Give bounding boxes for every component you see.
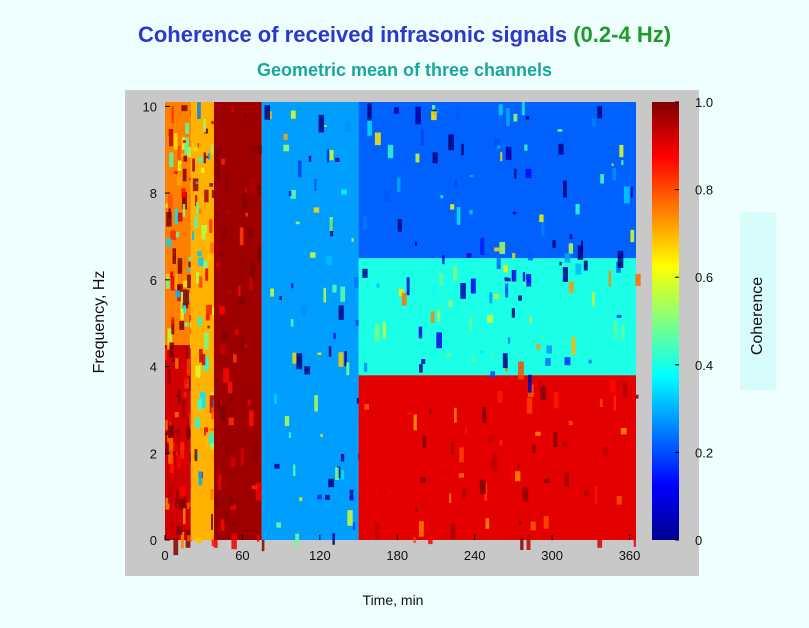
heatmap-cells <box>165 102 641 556</box>
x-axis-ticks: 0 60 120 180 240 300 360 <box>161 535 640 563</box>
y-tick-label-4: 4 <box>150 360 157 375</box>
colorbar-ticks: 0 0.2 0.4 0.6 0.8 1.0 <box>675 95 713 548</box>
heatmap-cell-3 <box>214 102 262 540</box>
colorbar-tick-label-5: 1.0 <box>695 95 713 110</box>
chart-title-main: Coherence of received infrasonic signals <box>137 22 574 47</box>
y-axis-label: Frequency, Hz <box>91 270 108 374</box>
colorbar-tick-label-3: 0.6 <box>695 270 713 285</box>
colorbar-label-backdrop <box>740 212 776 390</box>
x-tick-label-240: 240 <box>464 548 486 563</box>
y-axis-ticks: 0 2 4 6 8 10 <box>143 99 170 548</box>
heatmap-cell-7 <box>358 102 636 259</box>
colorbar-tick-label-4: 0.8 <box>695 183 713 198</box>
chart-subtitle: Geometric mean of three channels <box>256 60 553 80</box>
y-tick-label-2: 2 <box>150 446 157 461</box>
y-tick-label-0: 0 <box>150 533 157 548</box>
colorbar <box>652 102 679 540</box>
x-tick-label-120: 120 <box>309 548 331 563</box>
x-tick-label-0: 0 <box>161 548 168 563</box>
chart-title-band: (0.2-4 Hz) <box>573 22 672 47</box>
x-axis-label: Time, min <box>362 592 424 608</box>
colorbar-label: Coherence <box>749 276 766 356</box>
x-tick-label-300: 300 <box>541 548 563 563</box>
x-tick-label-180: 180 <box>386 548 408 563</box>
y-tick-label-8: 8 <box>150 186 157 201</box>
colorbar-tick-label-1: 0.2 <box>695 445 713 460</box>
x-tick-label-60: 60 <box>235 548 249 563</box>
y-tick-label-10: 10 <box>143 99 157 114</box>
x-tick-label-360: 360 <box>619 548 641 563</box>
colorbar-tick-label-2: 0.4 <box>695 358 713 373</box>
chart-title: Coherence of received infrasonic signals… <box>0 22 809 48</box>
colorbar-tick-label-0: 0 <box>695 533 702 548</box>
y-tick-label-6: 6 <box>150 273 157 288</box>
heatmap-cell-6 <box>358 258 636 376</box>
